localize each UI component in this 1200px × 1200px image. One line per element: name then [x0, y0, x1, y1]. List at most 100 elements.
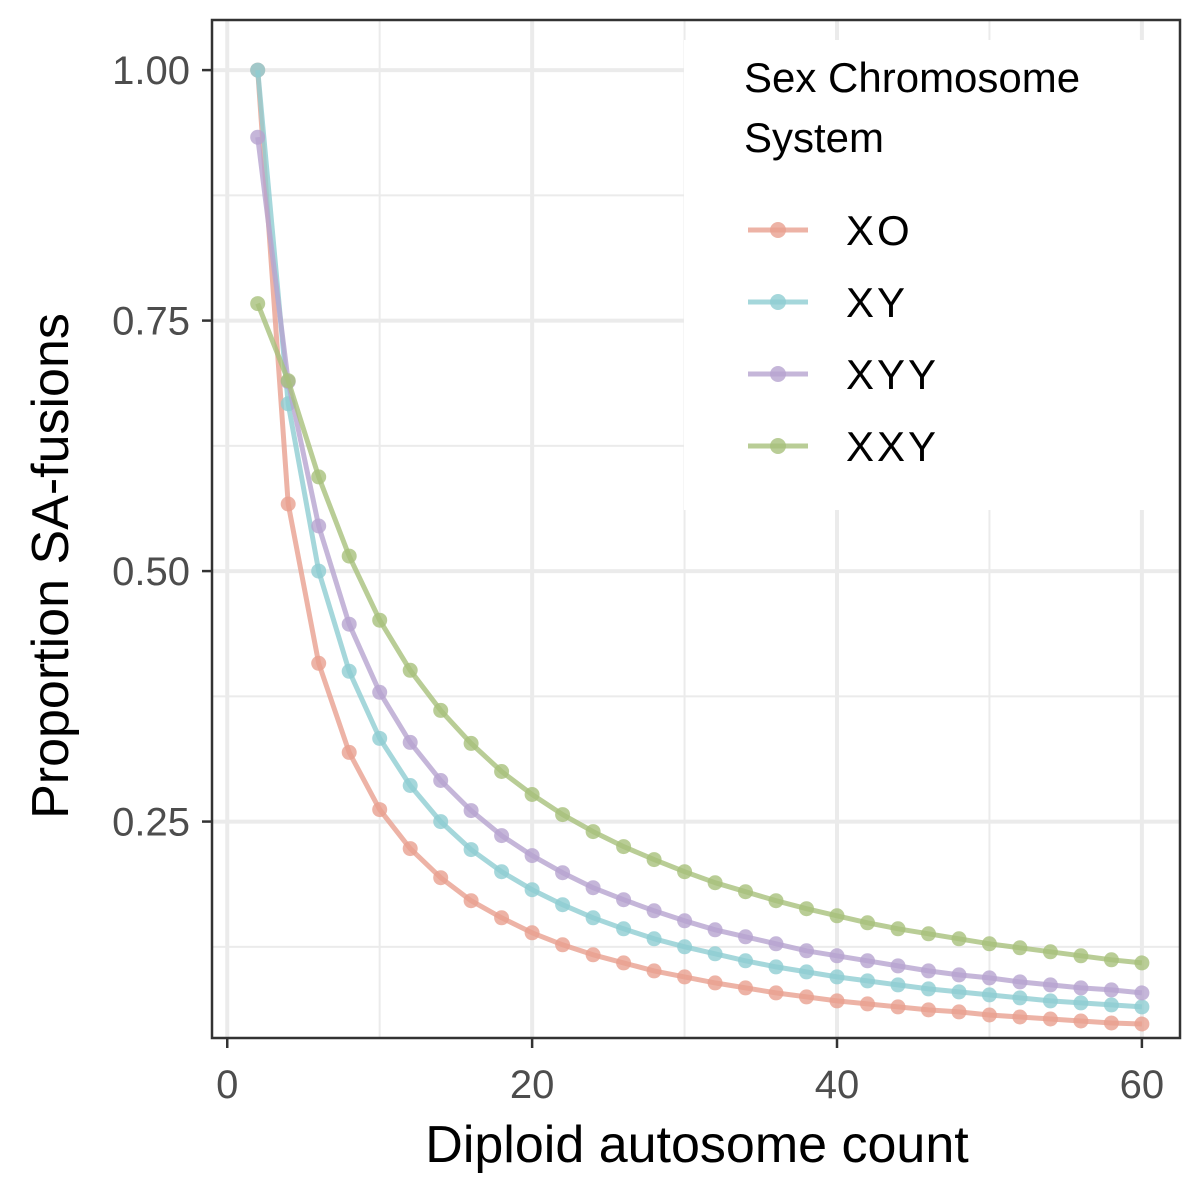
data-point-xxy — [1103, 952, 1119, 968]
data-point-xyy — [799, 943, 814, 959]
data-point-xyy — [555, 865, 571, 881]
data-point-xxy — [250, 296, 266, 312]
data-point-xy — [981, 987, 997, 1003]
data-point-xxy — [951, 931, 967, 947]
data-point-xyy — [768, 936, 784, 952]
data-point-xo — [738, 980, 753, 996]
data-point-xyy — [1042, 977, 1058, 993]
data-point-xxy — [1042, 944, 1058, 960]
x-axis-title: Diploid autosome count — [425, 1116, 969, 1174]
data-point-xyy — [463, 803, 479, 819]
legend-title-line-1: Sex Chromosome — [744, 54, 1080, 101]
x-tick-label: 0 — [216, 1063, 238, 1107]
data-point-xy — [860, 973, 875, 989]
legend-label-xxy: XXY — [846, 423, 939, 470]
data-point-xy — [677, 939, 693, 955]
data-point-xyy — [311, 518, 327, 534]
legend-item-xyy: XYY — [748, 351, 939, 398]
data-point-xy — [890, 977, 906, 993]
data-point-xy — [402, 778, 418, 793]
x-axis: 0 20 40 60 — [216, 1038, 1164, 1107]
data-point-xy — [494, 864, 510, 880]
data-point-xy — [463, 842, 479, 858]
data-point-xy — [616, 921, 632, 937]
data-point-xyy — [1103, 982, 1119, 998]
data-point-xxy — [738, 884, 753, 900]
data-point-xo — [585, 947, 601, 963]
data-point-xyy — [524, 848, 540, 864]
data-point-xxy — [890, 921, 906, 937]
legend-point-swatch — [770, 294, 786, 310]
data-point-xy — [1042, 993, 1058, 1009]
data-point-xo — [311, 655, 327, 671]
data-point-xo — [555, 937, 571, 953]
data-point-xyy — [646, 903, 662, 919]
data-point-xy — [1103, 997, 1119, 1013]
data-point-xy — [951, 984, 967, 1000]
data-point-xxy — [341, 548, 357, 564]
data-point-xy — [341, 663, 357, 679]
data-point-xxy — [921, 926, 936, 942]
y-axis: 0.25 0.50 0.75 1.00 — [112, 49, 212, 845]
data-point-xxy — [311, 469, 327, 485]
y-tick-label: 1.00 — [112, 49, 190, 93]
legend-keys: XO XY XYY XXY — [748, 207, 939, 470]
data-point-xxy — [1134, 955, 1150, 971]
data-point-xyy — [402, 734, 418, 750]
data-point-xyy — [738, 929, 753, 945]
legend-point-swatch — [770, 438, 786, 454]
data-point-xo — [616, 955, 632, 971]
data-point-xo — [341, 744, 357, 760]
data-point-xxy — [433, 702, 449, 718]
data-point-xo — [402, 841, 418, 857]
data-point-xyy — [1073, 980, 1089, 996]
data-point-xo — [890, 999, 906, 1015]
plot-panel-border — [210, 18, 1182, 1040]
data-point-xo — [463, 893, 479, 909]
data-point-xy — [524, 882, 540, 898]
data-point-xy — [311, 563, 327, 579]
data-point-xyy — [494, 828, 510, 844]
data-point-xxy — [799, 901, 814, 917]
data-point-xxy — [768, 893, 784, 909]
data-point-xxy — [372, 612, 388, 628]
data-point-xyy — [707, 922, 723, 938]
data-point-xy — [921, 981, 936, 997]
data-point-xo — [280, 496, 296, 512]
data-point-xo — [768, 985, 784, 1001]
data-point-xyy — [951, 967, 967, 983]
data-point-xyy — [1012, 974, 1028, 990]
data-point-xy — [1012, 990, 1028, 1006]
data-point-xo — [829, 993, 845, 1009]
data-point-xo — [1134, 1016, 1150, 1032]
legend-point-swatch — [770, 222, 786, 238]
data-point-xxy — [1073, 948, 1089, 964]
data-point-xy — [1134, 999, 1150, 1015]
data-point-xyy — [981, 970, 997, 986]
data-point-xo — [433, 870, 449, 886]
data-point-xxy — [585, 824, 601, 840]
data-point-xo — [1073, 1013, 1089, 1029]
data-point-xyy — [585, 880, 601, 896]
data-point-xxy — [524, 787, 540, 802]
data-point-xy — [1073, 995, 1089, 1011]
data-point-xyy — [341, 616, 357, 632]
data-point-xxy — [463, 735, 479, 751]
data-point-xy — [433, 814, 449, 830]
series-layer — [250, 62, 1150, 1032]
data-point-xy — [555, 897, 571, 913]
data-point-xo — [677, 969, 693, 985]
y-axis-title: Proportion SA-fusions — [22, 313, 80, 819]
legend-background — [684, 40, 1180, 510]
legend-label-xyy: XYY — [846, 351, 939, 398]
series-xy — [250, 62, 1150, 1015]
data-point-xo — [372, 802, 388, 818]
data-point-xo — [1012, 1009, 1028, 1025]
data-point-xxy — [494, 764, 510, 779]
data-point-xyy — [890, 958, 906, 974]
data-point-xxy — [402, 662, 418, 678]
data-point-xyy — [829, 948, 845, 964]
data-point-xxy — [646, 852, 662, 868]
data-point-xo — [981, 1007, 997, 1023]
data-point-xxy — [1012, 940, 1028, 956]
